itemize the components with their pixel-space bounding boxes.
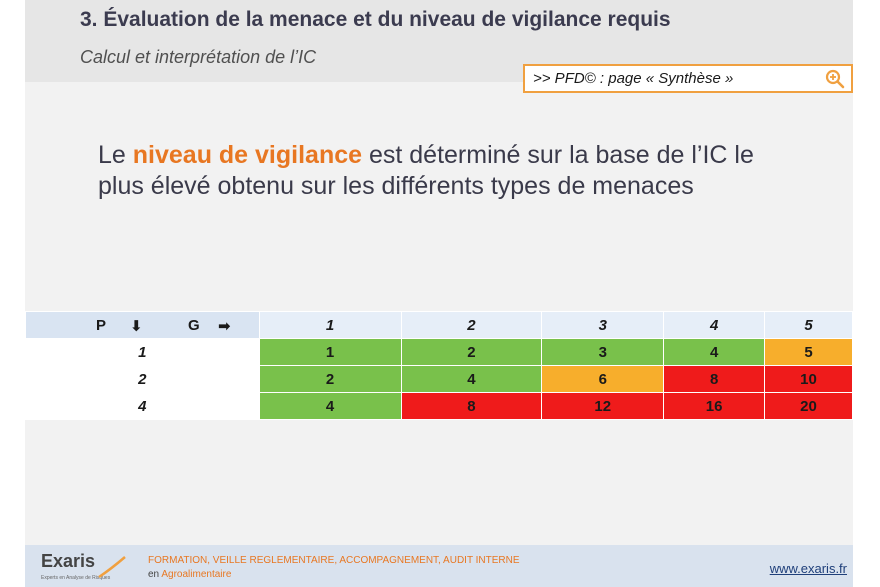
matrix-row: 4 4 8 12 16 20 bbox=[25, 392, 853, 420]
matrix-row-header: 2 bbox=[25, 365, 260, 393]
title-band: 3. Évaluation de la menace et du niveau … bbox=[25, 0, 853, 82]
zoom-in-icon[interactable] bbox=[825, 69, 845, 89]
slide-subtitle: Calcul et interprétation de l’IC bbox=[80, 47, 317, 67]
logo-wordmark: Exaris bbox=[41, 551, 96, 571]
probability-label: P bbox=[96, 317, 107, 334]
gravity-label: G bbox=[188, 317, 200, 334]
matrix-column-header: 4 bbox=[663, 311, 766, 339]
matrix-column-header: 2 bbox=[400, 311, 543, 339]
reference-text: >> PFD© : page « Synthèse » bbox=[533, 70, 734, 87]
exaris-logo: Exaris Experts en Analyse de Risques bbox=[41, 551, 131, 583]
matrix-column-header: 3 bbox=[541, 311, 665, 339]
body-paragraph: Le niveau de vigilance est déterminé sur… bbox=[98, 140, 798, 202]
matrix-cell: 2 bbox=[258, 365, 402, 393]
matrix-cell: 3 bbox=[541, 338, 665, 366]
body-suffix: est déterminé sur la base de l’IC le plu… bbox=[98, 141, 754, 200]
website-link[interactable]: www.exaris.fr bbox=[769, 561, 847, 576]
reference-box[interactable]: >> PFD© : page « Synthèse » bbox=[523, 64, 853, 93]
matrix-cell: 10 bbox=[764, 365, 853, 393]
matrix-column-header: 5 bbox=[764, 311, 853, 339]
logo-swoosh-icon bbox=[98, 556, 126, 579]
body-prefix: Le bbox=[98, 141, 133, 169]
matrix-header-row: P ⬇ G ➡ 1 2 3 4 5 bbox=[25, 311, 853, 339]
footer-sector-prefix: en bbox=[148, 569, 162, 580]
matrix-cell: 2 bbox=[400, 338, 543, 366]
footer-sector-highlight: Agroalimentaire bbox=[161, 569, 232, 580]
matrix-row-header: 1 bbox=[25, 338, 260, 366]
matrix-column-header: 1 bbox=[258, 311, 402, 339]
matrix-cell: 8 bbox=[400, 392, 543, 420]
risk-matrix: P ⬇ G ➡ 1 2 3 4 5 1 1 2 3 4 5 2 2 4 6 8 10 4 4 8 12 16 20 bbox=[25, 311, 853, 420]
matrix-cell: 6 bbox=[541, 365, 665, 393]
arrow-right-icon: ➡ bbox=[218, 318, 231, 335]
matrix-cell: 1 bbox=[258, 338, 402, 366]
matrix-cell: 20 bbox=[764, 392, 853, 420]
matrix-cell: 5 bbox=[764, 338, 853, 366]
body-highlight: niveau de vigilance bbox=[132, 141, 363, 169]
logo-tagline: Experts en Analyse de Risques bbox=[41, 575, 111, 581]
matrix-cell: 4 bbox=[258, 392, 402, 420]
matrix-corner-cell: P ⬇ G ➡ bbox=[25, 311, 260, 339]
arrow-down-icon: ⬇ bbox=[130, 318, 143, 335]
matrix-cell: 16 bbox=[663, 392, 766, 420]
matrix-row: 2 2 4 6 8 10 bbox=[25, 365, 853, 393]
matrix-row-header: 4 bbox=[25, 392, 260, 420]
matrix-cell: 4 bbox=[663, 338, 766, 366]
footer-services: FORMATION, VEILLE REGLEMENTAIRE, ACCOMPA… bbox=[148, 555, 520, 566]
footer: Exaris Experts en Analyse de Risques FOR… bbox=[25, 545, 853, 587]
matrix-cell: 4 bbox=[400, 365, 543, 393]
footer-sector: en Agroalimentaire bbox=[148, 569, 231, 580]
slide-title: 3. Évaluation de la menace et du niveau … bbox=[80, 8, 671, 31]
matrix-cell: 8 bbox=[663, 365, 766, 393]
matrix-cell: 12 bbox=[541, 392, 665, 420]
slide: 3. Évaluation de la menace et du niveau … bbox=[25, 0, 853, 587]
